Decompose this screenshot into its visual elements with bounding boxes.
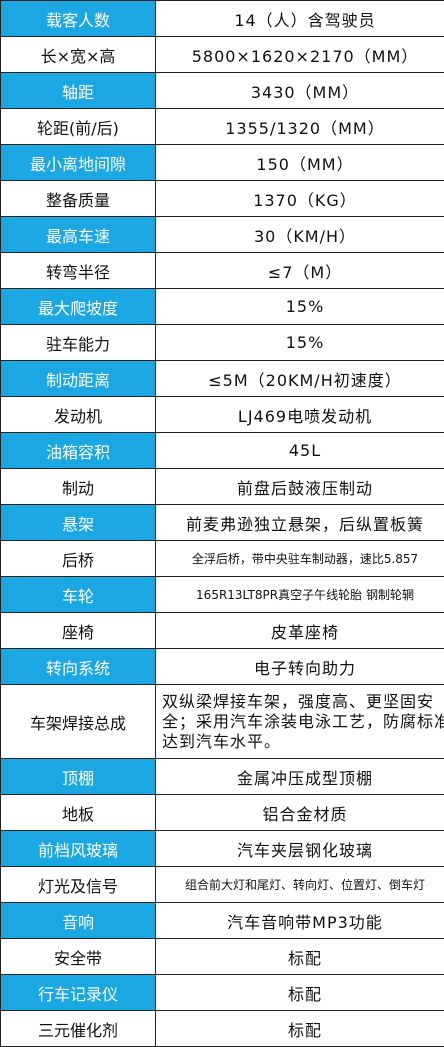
spec-row: 地板铝合金材质	[1, 795, 444, 831]
spec-value: 30（KM/H）	[156, 217, 444, 253]
spec-row: 灯光及信号组合前大灯和尾灯、转向灯、位置灯、倒车灯	[1, 867, 444, 903]
spec-row: 安全带标配	[1, 939, 444, 975]
spec-label: 安全带	[1, 939, 156, 975]
spec-label: 顶棚	[1, 759, 156, 795]
spec-value: 前盘后鼓液压制动	[156, 469, 444, 505]
spec-row: 转向系统电子转向助力	[1, 649, 444, 685]
spec-row: 顶棚金属冲压成型顶棚	[1, 759, 444, 795]
spec-label: 轮距(前/后)	[1, 109, 156, 145]
spec-row: 制动距离≤5M（20KM/H初速度）	[1, 361, 444, 397]
spec-value: 14（人）含驾驶员	[156, 1, 444, 37]
spec-value: 15%	[156, 325, 444, 361]
spec-label: 车轮	[1, 577, 156, 613]
spec-value: 双纵梁焊接车架，强度高、更坚固安全；采用汽车涂装电泳工艺，防腐标准达到汽车水平。	[156, 685, 444, 759]
spec-label: 制动距离	[1, 361, 156, 397]
spec-value: 铝合金材质	[156, 795, 444, 831]
spec-value: 前麦弗逊独立悬架，后纵置板簧	[156, 505, 444, 541]
spec-value: 3430（MM）	[156, 73, 444, 109]
spec-row: 转弯半径≤7（M）	[1, 253, 444, 289]
spec-value: 标配	[156, 975, 444, 1011]
spec-label: 灯光及信号	[1, 867, 156, 903]
spec-label: 悬架	[1, 505, 156, 541]
spec-value: ≤5M（20KM/H初速度）	[156, 361, 444, 397]
spec-label: 整备质量	[1, 181, 156, 217]
spec-value: 汽车夹层钢化玻璃	[156, 831, 444, 867]
spec-value: 组合前大灯和尾灯、转向灯、位置灯、倒车灯	[156, 867, 444, 903]
spec-value: 电子转向助力	[156, 649, 444, 685]
spec-row: 三元催化剂标配	[1, 1011, 444, 1047]
spec-value: 汽车音响带MP3功能	[156, 903, 444, 939]
spec-label: 车架焊接总成	[1, 685, 156, 759]
spec-label: 三元催化剂	[1, 1011, 156, 1047]
spec-label: 转向系统	[1, 649, 156, 685]
spec-label: 前档风玻璃	[1, 831, 156, 867]
spec-label: 音响	[1, 903, 156, 939]
spec-label: 载客人数	[1, 1, 156, 37]
spec-label: 制动	[1, 469, 156, 505]
spec-label: 地板	[1, 795, 156, 831]
spec-value: 5800×1620×2170（MM）	[156, 37, 444, 73]
spec-label: 最高车速	[1, 217, 156, 253]
spec-label: 座椅	[1, 613, 156, 649]
spec-row: 车架焊接总成双纵梁焊接车架，强度高、更坚固安全；采用汽车涂装电泳工艺，防腐标准达…	[1, 685, 444, 759]
spec-row: 后桥全浮后桥，带中央驻车制动器，速比5.857	[1, 541, 444, 577]
spec-row: 悬架前麦弗逊独立悬架，后纵置板簧	[1, 505, 444, 541]
spec-label: 轴距	[1, 73, 156, 109]
spec-value: LJ469电喷发动机	[156, 397, 444, 433]
spec-label: 长×宽×高	[1, 37, 156, 73]
spec-value: ≤7（M）	[156, 253, 444, 289]
spec-value: 1370（KG）	[156, 181, 444, 217]
spec-label: 行车记录仪	[1, 975, 156, 1011]
spec-value: 15%	[156, 289, 444, 325]
spec-value: 标配	[156, 939, 444, 975]
spec-row: 轮距(前/后)1355/1320（MM）	[1, 109, 444, 145]
spec-label: 油箱容积	[1, 433, 156, 469]
spec-label: 发动机	[1, 397, 156, 433]
spec-value: 全浮后桥，带中央驻车制动器，速比5.857	[156, 541, 444, 577]
spec-value: 45L	[156, 433, 444, 469]
spec-value: 150（MM）	[156, 145, 444, 181]
spec-value: 金属冲压成型顶棚	[156, 759, 444, 795]
spec-value: 165R13LT8PR真空子午线轮胎 钢制轮辋	[156, 577, 444, 613]
spec-row: 音响汽车音响带MP3功能	[1, 903, 444, 939]
spec-row: 行车记录仪标配	[1, 975, 444, 1011]
spec-label: 驻车能力	[1, 325, 156, 361]
spec-label: 后桥	[1, 541, 156, 577]
spec-label: 最小离地间隙	[1, 145, 156, 181]
spec-value: 皮革座椅	[156, 613, 444, 649]
spec-value: 1355/1320（MM）	[156, 109, 444, 145]
spec-label: 转弯半径	[1, 253, 156, 289]
spec-row: 座椅皮革座椅	[1, 613, 444, 649]
spec-row: 制动前盘后鼓液压制动	[1, 469, 444, 505]
spec-row: 前档风玻璃汽车夹层钢化玻璃	[1, 831, 444, 867]
spec-value: 标配	[156, 1011, 444, 1047]
spec-label: 最大爬坡度	[1, 289, 156, 325]
